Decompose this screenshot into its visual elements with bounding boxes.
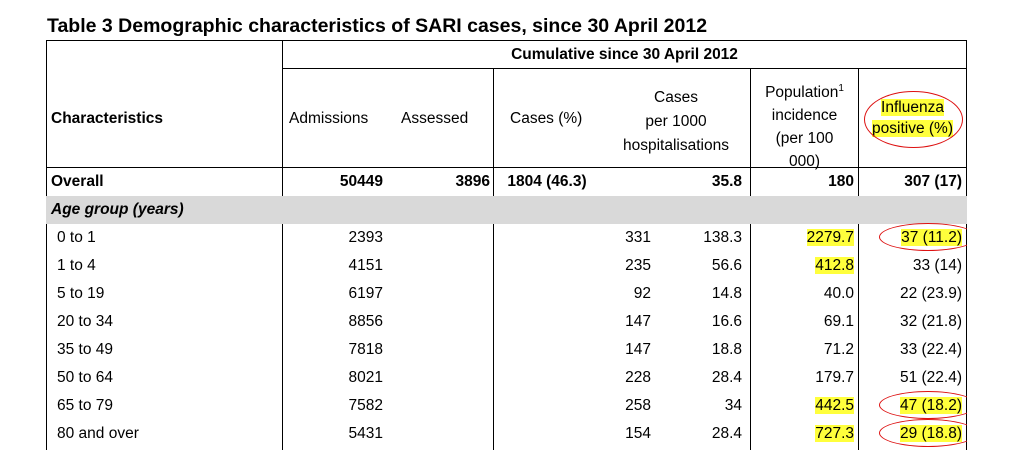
cell-influenza: 22 (23.9) bbox=[899, 285, 962, 302]
cell-cases: 154 bbox=[625, 425, 651, 442]
cell-per1000: 138.3 bbox=[703, 229, 742, 246]
overall-cases: 1804 (46.3) bbox=[507, 173, 587, 190]
overall-admissions: 50449 bbox=[339, 173, 383, 190]
cell-influenza: 32 (21.8) bbox=[899, 313, 962, 330]
cell-label: 35 to 49 bbox=[57, 341, 114, 358]
cell-incidence: 727.3 bbox=[815, 425, 854, 442]
overall-label: Overall bbox=[51, 173, 104, 190]
annotation-circle bbox=[879, 223, 967, 251]
cell-per1000: 56.6 bbox=[711, 257, 742, 274]
cell-per1000: 34 bbox=[724, 397, 742, 414]
cell-cases: 228 bbox=[625, 369, 651, 386]
cell-admissions: 5431 bbox=[348, 425, 383, 442]
column-divider bbox=[858, 68, 859, 450]
header-characteristics: Characteristics bbox=[51, 110, 164, 127]
group-header: Cumulative since 30 April 2012 bbox=[511, 46, 738, 63]
group-header-rule bbox=[282, 68, 967, 69]
cell-incidence: 412.8 bbox=[815, 257, 854, 274]
top-border bbox=[46, 40, 967, 41]
cell-incidence: 179.7 bbox=[815, 369, 854, 386]
cell-influenza: 51 (22.4) bbox=[899, 369, 962, 386]
annotation-circle bbox=[879, 391, 967, 419]
overall-incidence: 180 bbox=[828, 173, 854, 190]
header-admissions: Admissions bbox=[289, 110, 369, 127]
overall-assessed: 3896 bbox=[455, 173, 490, 190]
cell-incidence: 40.0 bbox=[823, 285, 854, 302]
annotation-circle bbox=[864, 91, 963, 148]
cell-admissions: 7582 bbox=[348, 397, 383, 414]
cell-admissions: 6197 bbox=[348, 285, 383, 302]
column-divider bbox=[493, 68, 494, 450]
cell-incidence: 442.5 bbox=[815, 397, 854, 414]
cell-cases: 235 bbox=[625, 257, 651, 274]
cell-incidence: 69.1 bbox=[823, 313, 854, 330]
cell-label: 5 to 19 bbox=[57, 285, 105, 302]
cell-cases: 258 bbox=[625, 397, 651, 414]
header-assessed: Assessed bbox=[401, 110, 469, 127]
cell-label: 1 to 4 bbox=[57, 257, 96, 274]
cell-influenza: 33 (14) bbox=[912, 257, 962, 274]
left-border bbox=[46, 40, 47, 450]
cell-per1000: 28.4 bbox=[711, 369, 742, 386]
demographics-table: Cumulative since 30 April 2012 Character… bbox=[46, 40, 967, 450]
section-label: Age group (years) bbox=[51, 201, 184, 218]
cell-label: 65 to 79 bbox=[57, 397, 114, 414]
cell-incidence: 71.2 bbox=[823, 341, 854, 358]
cell-per1000: 28.4 bbox=[711, 425, 742, 442]
cell-incidence: 2279.7 bbox=[806, 229, 854, 246]
header-incidence: Population1 incidence (per 100 000) bbox=[765, 83, 844, 171]
cell-label: 20 to 34 bbox=[57, 313, 114, 330]
header-bottom-rule bbox=[46, 167, 967, 168]
cell-cases: 92 bbox=[633, 285, 651, 302]
cell-label: 50 to 64 bbox=[57, 369, 114, 386]
cell-per1000: 14.8 bbox=[711, 285, 742, 302]
cell-admissions: 8856 bbox=[348, 313, 383, 330]
cell-admissions: 8021 bbox=[348, 369, 383, 386]
footnote-marker: 1 bbox=[838, 83, 844, 94]
header-cases: Cases (%) bbox=[510, 110, 583, 127]
cell-admissions: 2393 bbox=[348, 229, 383, 246]
page-title: Table 3 Demographic characteristics of S… bbox=[47, 15, 708, 37]
header-per1000: Cases per 1000 hospitalisations bbox=[623, 89, 729, 154]
cell-label: 0 to 1 bbox=[57, 229, 96, 246]
column-divider bbox=[750, 68, 751, 450]
cell-per1000: 16.6 bbox=[711, 313, 742, 330]
cell-cases: 147 bbox=[625, 313, 651, 330]
overall-influenza: 307 (17) bbox=[904, 173, 962, 190]
cell-admissions: 7818 bbox=[348, 341, 383, 358]
cell-cases: 331 bbox=[625, 229, 651, 246]
overall-per1000: 35.8 bbox=[711, 173, 742, 190]
section-band bbox=[46, 196, 967, 224]
cell-per1000: 18.8 bbox=[711, 341, 742, 358]
column-divider bbox=[282, 40, 283, 450]
cell-label: 80 and over bbox=[57, 425, 139, 442]
annotation-circle bbox=[879, 419, 967, 447]
cell-admissions: 4151 bbox=[348, 257, 383, 274]
cell-cases: 147 bbox=[625, 341, 651, 358]
cell-influenza: 33 (22.4) bbox=[899, 341, 962, 358]
